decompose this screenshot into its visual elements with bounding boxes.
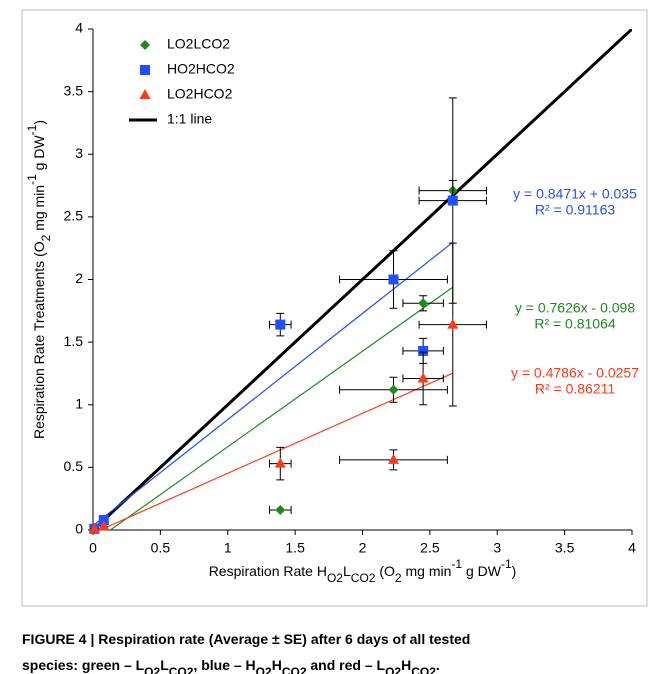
- x-tick-label: 2.5: [420, 540, 440, 556]
- point: [388, 274, 399, 285]
- legend-label: HO2HCO2: [167, 61, 235, 77]
- label-part: species: green – L: [22, 657, 145, 673]
- legend-label: LO2LCO2: [167, 36, 230, 52]
- point: [388, 384, 399, 395]
- trendline: [98, 372, 454, 530]
- caption-line: species: green – LO2LCO2, blue – HO2HCO2…: [22, 657, 440, 674]
- y-tick-label: 2.5: [64, 208, 84, 224]
- label-part: Respiration Rate Treatments (O: [31, 241, 47, 439]
- label-part: CO2: [351, 571, 376, 585]
- label-part: O2: [385, 665, 401, 674]
- label-part: L: [343, 563, 351, 579]
- legend-label: LO2HCO2: [167, 86, 233, 102]
- x-tick-label: 0: [89, 540, 97, 556]
- label-part: FIGURE 4 | Respiration rate (Average ± S…: [22, 631, 470, 647]
- label-part: ): [31, 120, 47, 125]
- y-tick-label: 4: [75, 20, 83, 36]
- label-part: and red – L: [307, 657, 386, 673]
- legend-marker: [140, 65, 150, 75]
- x-tick-label: 1: [224, 540, 232, 556]
- y-tick-label: 2: [75, 270, 83, 286]
- point: [275, 504, 286, 515]
- point: [88, 522, 100, 533]
- label-part: CO2: [169, 665, 194, 674]
- legend-label: 1:1 line: [167, 111, 212, 127]
- point: [417, 372, 429, 383]
- label-part: g DW: [31, 135, 47, 175]
- y-tick-label: 3: [75, 145, 83, 161]
- x-tick-label: 4: [628, 540, 636, 556]
- legend-marker: [139, 89, 151, 99]
- label-part: -1: [451, 557, 462, 571]
- label-part: O2: [256, 665, 272, 674]
- y-axis-label: Respiration Rate Treatments (O2 mg min-1…: [25, 120, 53, 439]
- x-tick-label: 3.5: [555, 540, 575, 556]
- x-axis-label: Respiration Rate HO2LCO2 (O2 mg min-1 g …: [209, 557, 517, 585]
- legend-marker: [140, 40, 150, 50]
- point: [98, 514, 109, 525]
- point: [418, 345, 429, 356]
- label-part: Respiration Rate H: [209, 563, 327, 579]
- x-tick-label: 3: [493, 540, 501, 556]
- label-part: CO2: [411, 665, 436, 674]
- label-part: ): [512, 563, 517, 579]
- trendline-equation: y = 0.8471x + 0.035: [513, 186, 637, 202]
- label-part: -1: [501, 557, 512, 571]
- trendline-r2: R² = 0.81064: [534, 316, 616, 332]
- trendline: [93, 241, 454, 526]
- trendline-r2: R² = 0.91163: [535, 202, 616, 218]
- y-tick-label: 3.5: [64, 82, 84, 98]
- label-part: mg min: [31, 185, 47, 235]
- label-part: (O: [375, 563, 395, 579]
- point: [447, 195, 458, 206]
- point: [98, 520, 110, 531]
- x-tick-label: 0.5: [151, 540, 171, 556]
- point: [274, 457, 286, 468]
- x-tick-label: 1.5: [285, 540, 305, 556]
- trendline: [109, 286, 454, 530]
- label-part: , blue – H: [193, 657, 255, 673]
- x-tick-label: 2: [359, 540, 367, 556]
- point: [275, 319, 286, 330]
- label-part: L: [160, 657, 169, 673]
- label-part: O2: [327, 571, 343, 585]
- y-tick-label: 1: [75, 395, 83, 411]
- y-tick-label: 0: [75, 521, 83, 537]
- label-part: -1: [25, 174, 39, 185]
- y-tick-label: 0.5: [64, 458, 84, 474]
- figure-border: [21, 9, 648, 607]
- label-part: .: [436, 657, 440, 673]
- label-part: -1: [25, 124, 39, 135]
- label-part: g DW: [462, 563, 502, 579]
- point: [418, 298, 429, 309]
- trendline-equation: y = 0.4786x - 0.0257: [511, 365, 639, 381]
- caption-line: FIGURE 4 | Respiration rate (Average ± S…: [22, 631, 470, 647]
- label-part: 2: [395, 571, 402, 585]
- y-tick-label: 1.5: [64, 333, 84, 349]
- label-part: O2: [144, 665, 160, 674]
- plot-lines: [93, 29, 632, 530]
- trendline-equation: y = 0.7626x - 0.098: [515, 300, 635, 316]
- trendline-r2: R² = 0.86211: [535, 381, 616, 397]
- label-part: 2: [39, 234, 53, 241]
- point: [447, 318, 459, 329]
- label-part: H: [401, 657, 411, 673]
- label-part: H: [272, 657, 282, 673]
- label-part: CO2: [282, 665, 307, 674]
- point: [387, 453, 399, 464]
- label-part: mg min: [402, 563, 452, 579]
